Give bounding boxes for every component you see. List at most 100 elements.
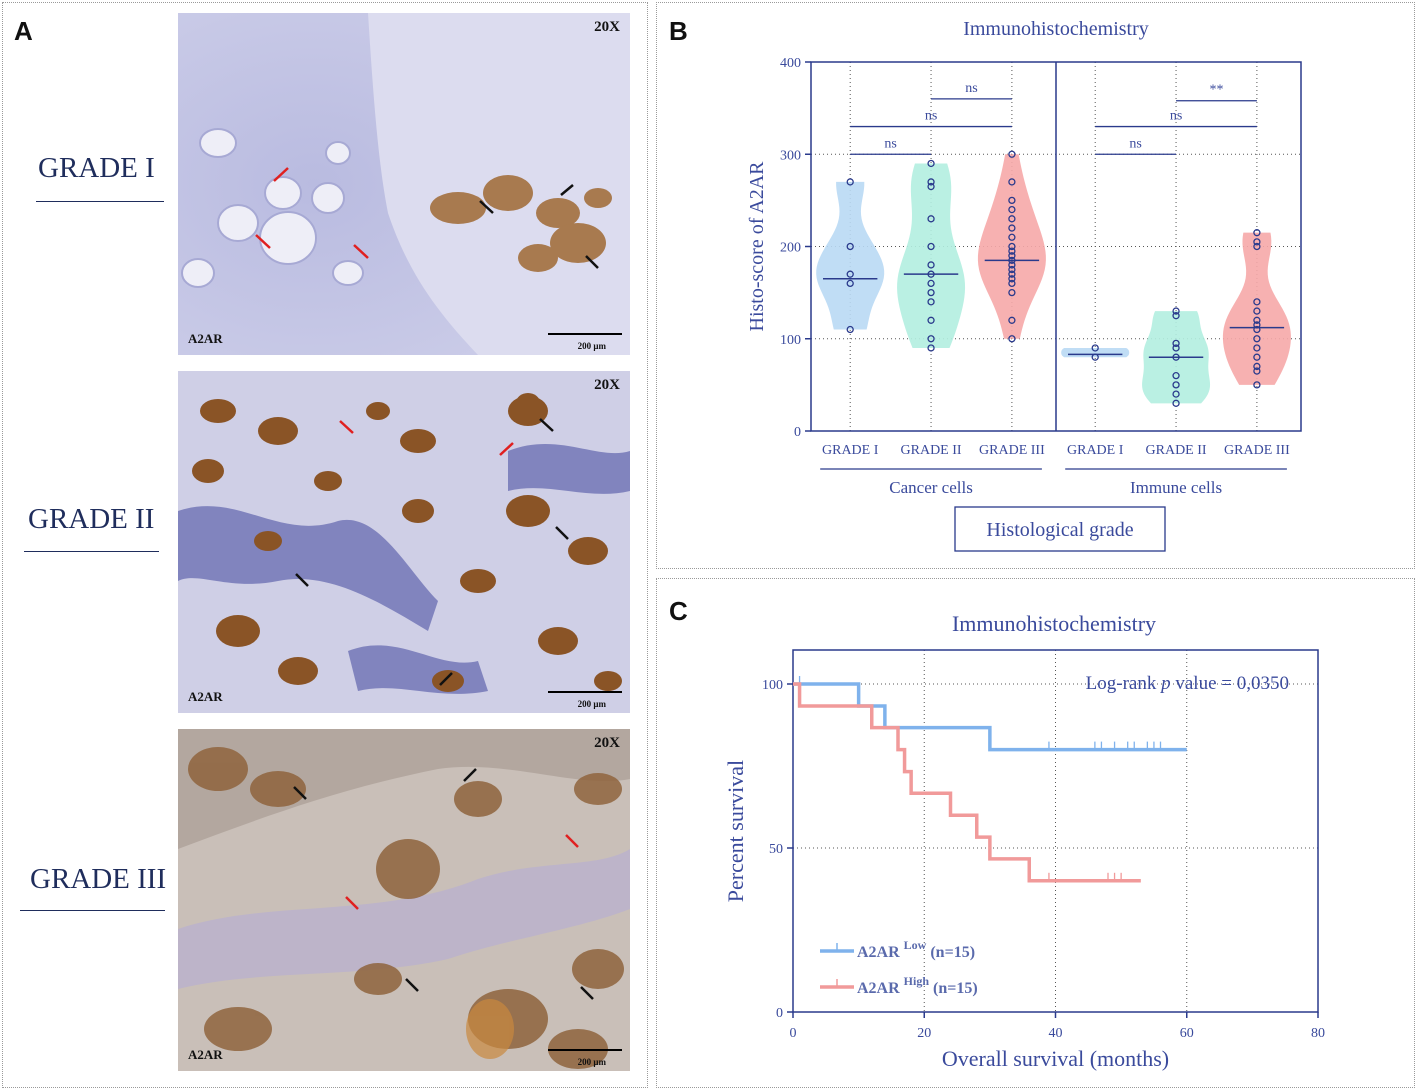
data-point bbox=[927, 215, 935, 223]
legend-name: A2AR bbox=[857, 944, 904, 961]
scale-label-2: 200 μm bbox=[577, 699, 606, 709]
data-point bbox=[927, 316, 935, 324]
data-point bbox=[1008, 196, 1016, 205]
data-point bbox=[1253, 229, 1261, 237]
x-tick-label: GRADE II bbox=[1146, 443, 1207, 458]
data-point bbox=[1008, 288, 1016, 297]
y-tick-label: 100 bbox=[762, 678, 783, 693]
y-tick-label: 300 bbox=[780, 148, 801, 163]
data-point bbox=[1008, 256, 1016, 264]
annotation-suffix: value = 0,0350 bbox=[1171, 673, 1289, 694]
data-point bbox=[1008, 224, 1016, 232]
violin-cancer-grade-ii bbox=[897, 163, 966, 348]
violin-chart: Immunohistochemistry 0 100 200 300 400 Histo-s… bbox=[746, 18, 1302, 552]
scale-label-1: 200 μm bbox=[577, 341, 606, 351]
stain-label-1: A2AR bbox=[188, 331, 223, 346]
data-point bbox=[1253, 307, 1261, 315]
data-point bbox=[1008, 316, 1016, 324]
panel-a bbox=[2, 2, 648, 1088]
group-label: Immune cells bbox=[1130, 478, 1222, 497]
data-point bbox=[1172, 381, 1180, 389]
x-axis-label: Overall survival (months) bbox=[942, 1046, 1169, 1071]
y-tick-label: 0 bbox=[794, 425, 801, 440]
x-tick-label: 20 bbox=[917, 1026, 931, 1041]
x-axis-label-box bbox=[954, 506, 1166, 552]
legend-count: (n=15) bbox=[929, 980, 978, 997]
data-point bbox=[1253, 321, 1261, 329]
comparison-label: ** bbox=[1209, 83, 1223, 98]
panel-b-letter: B bbox=[669, 16, 688, 46]
y-tick-label: 100 bbox=[780, 333, 801, 348]
group-label: Cancer cells bbox=[889, 478, 973, 497]
y-tick-label: 200 bbox=[780, 241, 801, 256]
data-point bbox=[1008, 261, 1016, 269]
data-point bbox=[1172, 390, 1180, 398]
x-axis-label: Histological grade bbox=[986, 519, 1133, 541]
violin-immune-grade-i bbox=[1061, 347, 1130, 358]
grade-rule-1 bbox=[36, 201, 164, 202]
data-point bbox=[927, 159, 935, 168]
data-point bbox=[1172, 307, 1180, 315]
legend-count: (n=15) bbox=[926, 944, 975, 961]
data-point bbox=[1253, 381, 1261, 389]
data-point bbox=[1172, 353, 1180, 361]
data-point bbox=[1172, 339, 1180, 348]
data-point bbox=[1172, 344, 1180, 352]
data-point bbox=[1253, 335, 1261, 343]
data-point bbox=[846, 270, 854, 278]
data-point bbox=[1253, 353, 1261, 361]
micrograph-grade-2-image bbox=[178, 371, 630, 713]
data-point bbox=[1091, 353, 1099, 361]
data-point bbox=[927, 261, 935, 269]
chart-title: Immunohistochemistry bbox=[952, 611, 1156, 636]
grade-label-1: GRADE I bbox=[38, 152, 155, 184]
data-point bbox=[927, 288, 935, 297]
grade-label-2: GRADE II bbox=[28, 503, 155, 535]
x-tick-label: GRADE III bbox=[979, 443, 1045, 458]
x-tick-label: GRADE III bbox=[1224, 443, 1290, 458]
data-point bbox=[927, 270, 935, 278]
stain-label-3: A2AR bbox=[188, 1047, 223, 1062]
data-point bbox=[846, 325, 854, 334]
data-point bbox=[1008, 270, 1016, 278]
data-point bbox=[1008, 242, 1016, 251]
legend-superscript: High bbox=[904, 974, 930, 988]
data-point bbox=[1253, 238, 1261, 246]
legend-superscript: Low bbox=[904, 938, 927, 952]
violin-cancer-grade-iii bbox=[977, 154, 1046, 339]
x-tick-label: 60 bbox=[1180, 1026, 1194, 1041]
data-point bbox=[1253, 242, 1261, 251]
data-point bbox=[927, 344, 935, 352]
data-point bbox=[1008, 275, 1016, 283]
data-point bbox=[1008, 335, 1016, 343]
panel-a-letter: A bbox=[14, 16, 33, 46]
micrograph-grade-3: 20X A2AR 200 μm bbox=[178, 729, 630, 1071]
data-point bbox=[1253, 316, 1261, 324]
panel-c-letter: C bbox=[669, 596, 688, 626]
legend-name: A2AR bbox=[857, 980, 904, 997]
comparison-label: ns bbox=[925, 109, 937, 124]
x-tick-label: 40 bbox=[1049, 1026, 1063, 1041]
y-tick-label: 50 bbox=[769, 842, 783, 857]
micrograph-grade-2: 20X A2AR 200 μm bbox=[178, 371, 630, 713]
magnification-label-3: 20X bbox=[594, 735, 620, 751]
data-point bbox=[1172, 371, 1180, 380]
data-point bbox=[1008, 205, 1016, 214]
data-point bbox=[1008, 150, 1016, 158]
chart-title: Immunohistochemistry bbox=[963, 18, 1149, 40]
comparison-label: ns bbox=[965, 81, 977, 96]
grade-rule-3 bbox=[20, 910, 165, 911]
data-point bbox=[1172, 312, 1180, 320]
data-point bbox=[1253, 325, 1261, 334]
data-point bbox=[1008, 265, 1016, 274]
x-tick-label: GRADE II bbox=[901, 443, 962, 458]
x-tick-label: 80 bbox=[1311, 1026, 1325, 1041]
micrograph-grade-3-image bbox=[178, 729, 630, 1071]
y-axis-label: Histo-score of A2AR bbox=[746, 161, 768, 332]
data-point bbox=[1091, 344, 1099, 352]
annotation-p: p bbox=[1159, 673, 1171, 694]
data-point bbox=[927, 242, 935, 251]
x-tick-label: 0 bbox=[790, 1026, 797, 1041]
comparison-label: ns bbox=[1129, 136, 1141, 151]
panel-b bbox=[656, 2, 1415, 569]
